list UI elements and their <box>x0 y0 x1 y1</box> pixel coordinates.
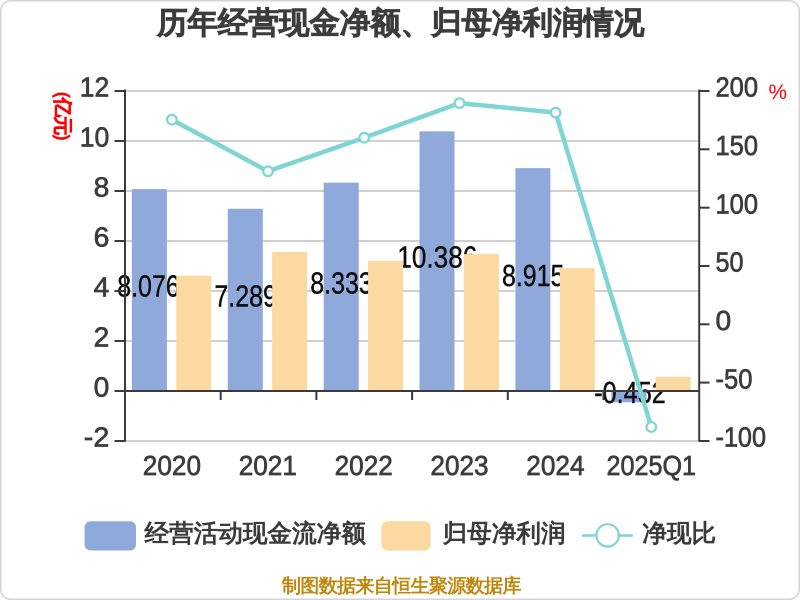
svg-text:8: 8 <box>94 171 110 203</box>
svg-text:6: 6 <box>94 221 110 253</box>
svg-text:2024: 2024 <box>526 449 584 481</box>
svg-text:2022: 2022 <box>335 449 393 481</box>
svg-text:150: 150 <box>716 129 759 161</box>
svg-text:-2: -2 <box>84 421 110 453</box>
svg-text:50: 50 <box>716 246 744 278</box>
svg-text:7.289: 7.289 <box>214 279 277 313</box>
svg-text:2: 2 <box>94 321 110 353</box>
svg-text:2025Q1: 2025Q1 <box>607 449 697 481</box>
svg-text:0: 0 <box>94 371 110 403</box>
svg-text:12: 12 <box>80 71 110 103</box>
svg-text:2021: 2021 <box>239 449 297 481</box>
svg-text:10: 10 <box>80 121 110 153</box>
svg-text:200: 200 <box>716 71 759 103</box>
svg-text:0: 0 <box>716 304 732 336</box>
svg-text:-100: -100 <box>716 421 767 453</box>
svg-text:-0.452: -0.452 <box>594 376 666 410</box>
svg-text:2023: 2023 <box>430 449 488 481</box>
svg-text:8.076: 8.076 <box>117 269 180 303</box>
svg-text:8.915: 8.915 <box>502 259 565 293</box>
svg-text:-50: -50 <box>716 362 753 394</box>
svg-text:8.333: 8.333 <box>310 266 373 300</box>
svg-text:2020: 2020 <box>143 449 201 481</box>
svg-text:4: 4 <box>94 271 110 303</box>
svg-text:100: 100 <box>716 187 759 219</box>
svg-text:%: % <box>769 81 788 104</box>
